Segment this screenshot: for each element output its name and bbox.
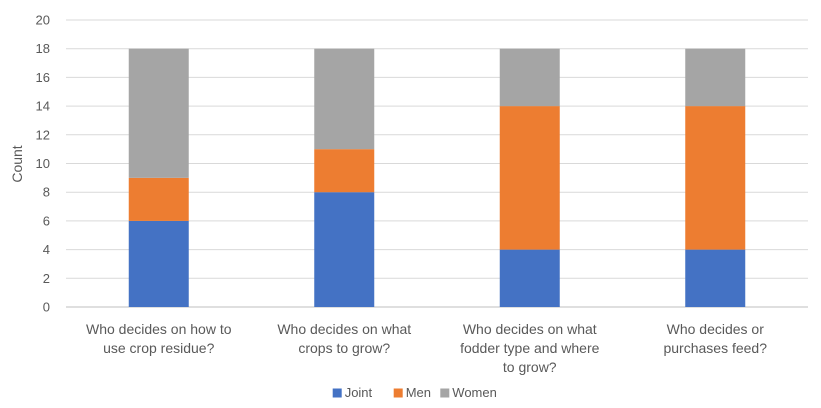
y-tick-label: 18 (36, 41, 50, 56)
legend-label-men: Men (406, 385, 431, 400)
bar-men (685, 106, 746, 250)
legend-label-women: Women (452, 385, 497, 400)
x-category-label: Who decides on what fodder type and where… (460, 321, 600, 375)
bar-joint (685, 249, 746, 307)
y-tick-label: 10 (36, 156, 50, 171)
y-tick-label: 8 (43, 185, 50, 200)
y-tick-label: 0 (43, 300, 50, 315)
legend-swatch-joint (332, 388, 342, 398)
y-tick-label: 12 (36, 127, 50, 142)
bar-men (128, 177, 189, 221)
legend-swatch-women (440, 388, 450, 398)
x-category-label: Who decides on what crops to grow? (277, 321, 411, 356)
y-tick-label: 4 (43, 242, 50, 257)
bar-women (314, 48, 375, 150)
legend-label-joint: Joint (345, 385, 373, 400)
legend: Joint Men Women (332, 385, 497, 400)
bar-women (499, 48, 560, 107)
bar-men (499, 106, 560, 250)
bar-joint (128, 220, 189, 307)
gridlines (66, 19, 808, 308)
x-axis-categories: Who decides on how to use crop residue? Wh… (86, 321, 767, 375)
y-tick-label: 2 (43, 271, 50, 286)
x-category-label: Who decides or purchases feed? (663, 321, 767, 356)
y-axis-title: Count (9, 145, 25, 182)
legend-swatch-men (393, 388, 403, 398)
bar-joint (499, 249, 560, 307)
y-tick-label: 6 (43, 213, 50, 228)
y-tick-label: 14 (36, 99, 50, 114)
y-axis-ticks: 0 2 4 6 8 10 12 14 16 18 20 (36, 13, 50, 315)
x-category-label: Who decides on how to use crop residue? (86, 321, 232, 356)
bar-joint (314, 192, 375, 307)
bar-women (685, 48, 746, 107)
bars (128, 48, 746, 307)
y-tick-label: 16 (36, 70, 50, 85)
bar-women (128, 48, 189, 178)
bar-men (314, 149, 375, 193)
y-tick-label: 20 (36, 13, 50, 28)
